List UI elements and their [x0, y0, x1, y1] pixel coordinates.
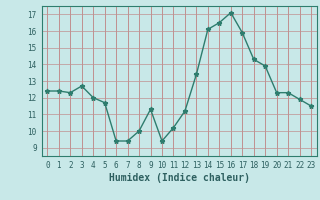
X-axis label: Humidex (Indice chaleur): Humidex (Indice chaleur)	[109, 173, 250, 183]
